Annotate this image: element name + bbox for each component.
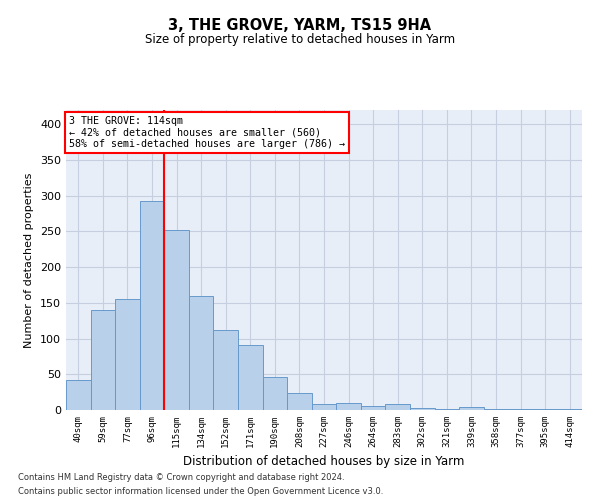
Bar (385, 404, 410, 410)
Bar (189, 296, 214, 410)
Bar (91, 310, 115, 410)
Text: 3, THE GROVE, YARM, TS15 9HA: 3, THE GROVE, YARM, TS15 9HA (169, 18, 431, 32)
Bar (115, 300, 140, 410)
Bar (336, 403, 361, 410)
Bar (361, 406, 385, 410)
Bar (238, 345, 263, 410)
Bar (508, 408, 533, 410)
Text: Contains HM Land Registry data © Crown copyright and database right 2024.: Contains HM Land Registry data © Crown c… (18, 472, 344, 482)
Bar (214, 330, 238, 410)
Text: 3 THE GROVE: 114sqm
← 42% of detached houses are smaller (560)
58% of semi-detac: 3 THE GROVE: 114sqm ← 42% of detached ho… (68, 116, 344, 149)
Bar (287, 393, 312, 410)
Bar (557, 408, 582, 410)
Bar (410, 408, 434, 410)
Bar (140, 200, 164, 410)
Text: Size of property relative to detached houses in Yarm: Size of property relative to detached ho… (145, 32, 455, 46)
Bar (434, 408, 459, 410)
Bar (312, 404, 336, 410)
Bar (164, 230, 189, 410)
Text: Contains public sector information licensed under the Open Government Licence v3: Contains public sector information licen… (18, 488, 383, 496)
Bar (533, 408, 557, 410)
Bar (484, 408, 508, 410)
Y-axis label: Number of detached properties: Number of detached properties (25, 172, 34, 348)
Bar (66, 380, 91, 410)
Bar (263, 377, 287, 410)
Bar (459, 407, 484, 410)
X-axis label: Distribution of detached houses by size in Yarm: Distribution of detached houses by size … (184, 456, 464, 468)
